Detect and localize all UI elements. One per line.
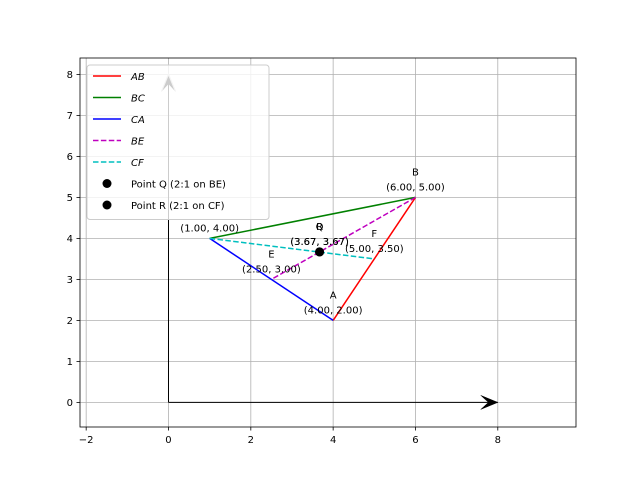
legend: AB BC CA BE CF Point Q (2:1 on BE) Point R (2:… <box>86 64 270 220</box>
y-tick-label: 1 <box>67 357 73 368</box>
point-label: B <box>412 167 419 178</box>
y-tick-label: 5 <box>67 193 73 204</box>
y-tick-label: 2 <box>67 316 73 327</box>
y-tick-label: 8 <box>67 70 73 81</box>
point-label: (6.00, 5.00) <box>386 182 445 193</box>
x-tick-label: 2 <box>248 435 254 446</box>
legend-label-point-r: Point R (2:1 on CF) <box>131 201 225 212</box>
markers-layer <box>315 247 325 257</box>
series-line-cf <box>209 237 375 260</box>
y-tick-label: 7 <box>67 111 73 122</box>
legend-marker-r <box>102 200 112 210</box>
point-label: Q <box>316 222 324 233</box>
legend-label-bc: BC <box>131 94 145 105</box>
x-tick-label: −2 <box>79 435 94 446</box>
axes-border <box>79 57 577 428</box>
point-label: (4.00, 2.00) <box>304 305 363 316</box>
series-line-be <box>271 196 416 281</box>
point-label: (3.67, 3.67) <box>290 237 349 248</box>
legend-box <box>86 64 270 220</box>
point-label: A <box>330 290 337 301</box>
y-tick-label: 6 <box>67 152 73 163</box>
point-label: R <box>316 222 323 233</box>
x-tick-label: 0 <box>165 435 171 446</box>
y-tick-label: 3 <box>67 275 73 286</box>
legend-marker-q <box>102 179 112 188</box>
x-tick-label: 8 <box>495 435 501 446</box>
x-tick-label: 6 <box>412 435 418 446</box>
axes-frame <box>79 57 577 428</box>
x-axis-arrow-head <box>480 395 499 410</box>
legend-label-be: BE <box>131 137 145 148</box>
series-line-ca <box>209 237 334 322</box>
point-label: F <box>371 229 377 240</box>
legend-label-point-q: Point Q (2:1 on BE) <box>131 180 226 191</box>
point-labels-layer: A (4.00, 2.00) B (6.00, 5.00) (1.00, 4.00) E (… <box>180 167 445 316</box>
series-line-bc <box>209 196 416 240</box>
point-label: E <box>268 249 274 260</box>
y-tick-label: 0 <box>67 398 73 409</box>
point-label: (1.00, 4.00) <box>180 223 239 234</box>
legend-label-ca: CA <box>131 115 145 126</box>
legend-label-cf: CF <box>131 158 144 169</box>
y-tick-label: 4 <box>67 234 73 245</box>
point-label: (5.00, 3.50) <box>345 244 404 255</box>
marker-point-r <box>315 247 325 257</box>
point-label: (3.67, 3.67) <box>290 237 349 248</box>
point-label: (2.50, 3.00) <box>242 264 301 275</box>
x-tick-label: 4 <box>330 435 336 446</box>
ticks-layer: −2 0 2 4 6 8 0 1 2 3 4 5 6 7 8 <box>67 70 501 446</box>
series-layer <box>209 196 417 322</box>
legend-label-ab: AB <box>130 72 145 83</box>
